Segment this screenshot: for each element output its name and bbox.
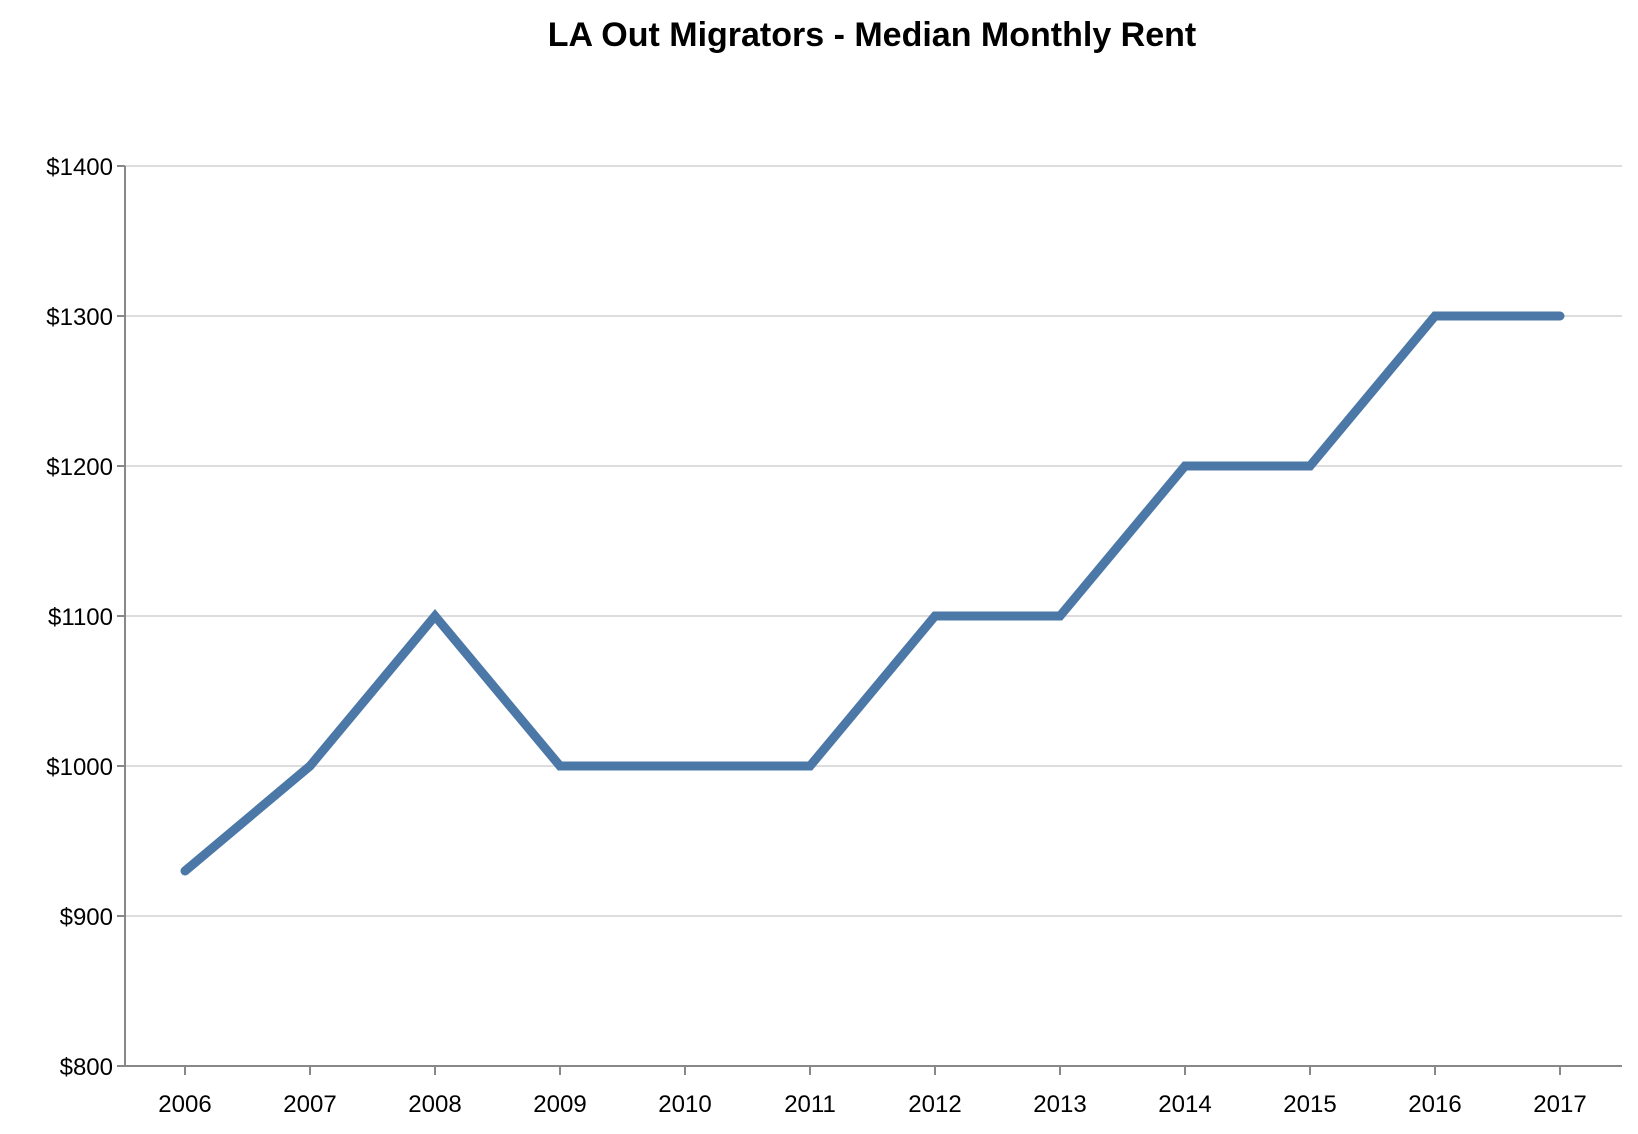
y-tick-label: $1100 [48, 604, 113, 631]
y-tick-label: $1200 [46, 454, 113, 481]
axes: $800 $900 $1000 $1100 $1200 $1300 $1400 2006 200… [46, 154, 1622, 1118]
series-layer [180, 311, 1565, 876]
y-tick-label: $1400 [46, 154, 113, 181]
x-tick-label: 2012 [908, 1091, 961, 1118]
y-tick-label: $800 [60, 1054, 113, 1081]
x-tick-label: 2007 [283, 1091, 336, 1118]
x-tick-label: 2017 [1533, 1091, 1586, 1118]
grid-lines [125, 165, 1622, 917]
y-tick-label: $1300 [46, 304, 113, 331]
y-tick-label: $1000 [46, 754, 113, 781]
x-tick-label: 2011 [784, 1091, 836, 1118]
x-tick-label: 2009 [533, 1091, 586, 1118]
x-tick-label: 2006 [158, 1091, 211, 1118]
series-line [180, 311, 1565, 876]
x-tick-label: 2010 [658, 1091, 711, 1118]
x-tick-label: 2013 [1033, 1091, 1086, 1118]
y-tick-label: $900 [60, 904, 113, 931]
x-tick-label: 2014 [1158, 1091, 1211, 1118]
x-tick-label: 2016 [1408, 1091, 1461, 1118]
x-tick-label: 2008 [408, 1091, 461, 1118]
chart-title: LA Out Migrators - Median Monthly Rent [548, 16, 1197, 54]
x-tick-label: 2015 [1283, 1091, 1336, 1118]
